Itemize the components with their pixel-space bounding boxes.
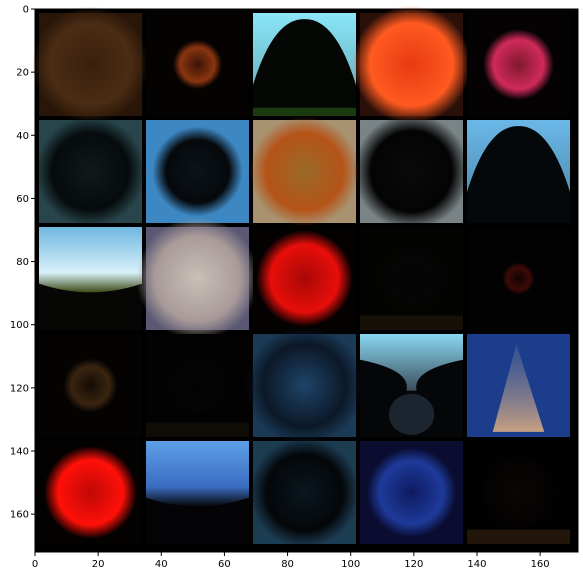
x-tick-label: 160 bbox=[531, 559, 550, 570]
image-tiles bbox=[32, 5, 570, 548]
y-tick-label: 120 bbox=[10, 383, 29, 394]
y-tick-label: 100 bbox=[10, 320, 29, 331]
y-tick-label: 20 bbox=[16, 68, 29, 79]
image-tile bbox=[467, 227, 570, 330]
y-tick-label: 0 bbox=[23, 5, 29, 16]
x-tick-label: 20 bbox=[92, 559, 105, 570]
image-tile bbox=[39, 334, 142, 437]
image-tile bbox=[467, 334, 570, 437]
image-tile bbox=[253, 227, 356, 330]
image-tile bbox=[245, 326, 364, 445]
y-tick-label: 40 bbox=[16, 131, 29, 142]
y-tick-label: 140 bbox=[10, 446, 29, 457]
image-tile bbox=[467, 441, 570, 544]
image-tile bbox=[136, 217, 259, 340]
image-tile bbox=[146, 334, 249, 437]
image-tile bbox=[32, 6, 149, 123]
x-tick-label: 140 bbox=[467, 559, 486, 570]
image-tile bbox=[467, 120, 570, 223]
image-tile bbox=[467, 13, 570, 116]
image-tile bbox=[360, 334, 463, 437]
image-tile bbox=[249, 437, 360, 548]
x-tick-label: 0 bbox=[32, 559, 38, 570]
image-tile bbox=[249, 116, 360, 227]
x-tick-label: 100 bbox=[341, 559, 360, 570]
image-tile bbox=[39, 441, 142, 544]
axes: 0 20 40 60 80 100 120 140 160 0 20 40 60 80 100 120 140… bbox=[10, 5, 579, 570]
image-tile bbox=[352, 5, 471, 124]
image-tile bbox=[360, 227, 463, 330]
y-axis-ticks: 0 20 40 60 80 100 120 140 160 bbox=[10, 5, 35, 521]
y-tick-label: 60 bbox=[16, 194, 29, 205]
image-tile bbox=[353, 113, 470, 230]
image-tile bbox=[146, 13, 249, 116]
x-tick-label: 60 bbox=[218, 559, 231, 570]
image-tile bbox=[253, 13, 356, 116]
x-tick-label: 120 bbox=[404, 559, 423, 570]
image-tile bbox=[146, 120, 249, 223]
x-tick-label: 40 bbox=[155, 559, 168, 570]
image-tile bbox=[360, 441, 463, 544]
y-tick-label: 160 bbox=[10, 510, 29, 521]
image-tile bbox=[39, 227, 142, 330]
x-axis-ticks: 0 20 40 60 80 100 120 140 160 bbox=[32, 552, 550, 570]
image-tile bbox=[35, 116, 146, 227]
x-tick-label: 80 bbox=[281, 559, 294, 570]
y-tick-label: 80 bbox=[16, 257, 29, 268]
image-tile bbox=[146, 441, 249, 544]
axes-frame bbox=[34, 8, 579, 553]
